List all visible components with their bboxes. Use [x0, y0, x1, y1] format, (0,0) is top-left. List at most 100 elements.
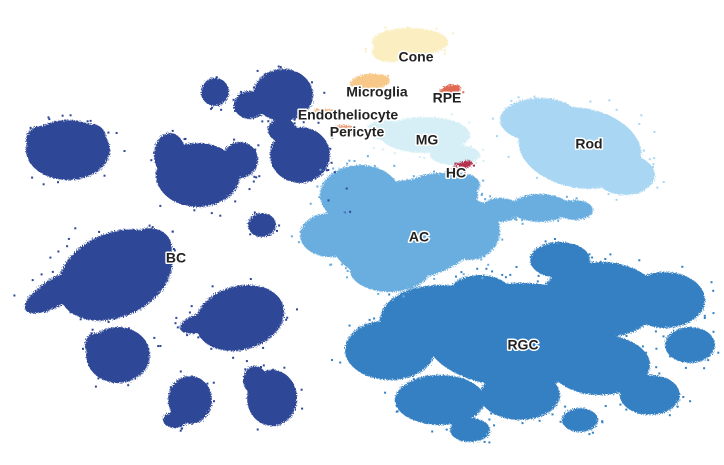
scatter-point — [712, 289, 715, 292]
scatter-point — [102, 335, 105, 338]
scatter-point — [488, 383, 491, 386]
cluster-label-mg: MG — [416, 132, 439, 148]
scatter-point — [502, 332, 505, 335]
scatter-point — [282, 143, 285, 146]
scatter-point — [162, 236, 165, 239]
scatter-point — [48, 126, 51, 129]
scatter-point — [564, 405, 567, 408]
scatter-point — [517, 96, 520, 99]
cluster-endotheliocyte — [310, 109, 340, 119]
scatter-point — [575, 197, 578, 200]
cluster-hc — [451, 160, 473, 172]
scatter-point — [348, 324, 351, 327]
scatter-point — [58, 296, 61, 299]
cluster-blob-microglia — [350, 73, 390, 91]
scatter-point — [443, 52, 446, 55]
cluster-rod — [500, 98, 655, 195]
scatter-point — [355, 215, 358, 218]
scatter-point — [261, 120, 264, 123]
scatter-point — [220, 108, 223, 111]
scatter-point — [386, 90, 389, 92]
scatter-point — [497, 339, 500, 342]
scatter-point — [312, 117, 314, 120]
cluster-blob-bc — [154, 133, 186, 177]
scatter-point — [329, 131, 332, 134]
scatter-point — [346, 209, 349, 212]
scatter-point — [480, 214, 483, 217]
scatter-point — [454, 162, 457, 165]
scatter-point — [658, 372, 661, 375]
scatter-point — [582, 117, 585, 120]
scatter-point — [353, 160, 356, 162]
scatter-point — [442, 289, 445, 292]
scatter-point — [654, 330, 657, 333]
scatter-point — [493, 424, 495, 427]
scatter-point — [394, 398, 397, 401]
scatter-point — [591, 256, 594, 259]
scatter-point — [547, 372, 550, 375]
cluster-blob-mg — [430, 145, 480, 165]
scatter-point — [537, 274, 540, 277]
scatter-point — [472, 189, 475, 192]
scatter-point — [55, 130, 58, 133]
scatter-point — [658, 288, 661, 291]
cluster-points-hc — [454, 162, 475, 174]
cluster-label-rod: Rod — [575, 136, 602, 152]
scatter-point — [485, 267, 488, 270]
cluster-points-endotheliocyte — [312, 108, 346, 120]
scatter-point — [107, 131, 110, 134]
scatter-point — [331, 136, 334, 139]
cluster-ac — [300, 165, 593, 292]
scatter-point — [458, 416, 461, 419]
scatter-point — [431, 292, 434, 295]
scatter-point — [267, 120, 270, 123]
scatter-point — [188, 311, 191, 314]
scatter-point — [210, 347, 213, 350]
scatter-point — [669, 355, 672, 358]
scatter-point — [586, 281, 589, 284]
scatter-point — [506, 210, 509, 213]
scatter-point — [397, 207, 400, 210]
scatter-point — [211, 106, 214, 109]
scatter-point — [406, 210, 408, 212]
scatter-point — [655, 366, 658, 369]
cluster-blob-rod — [500, 98, 580, 142]
scatter-point — [681, 265, 684, 268]
scatter-point — [318, 196, 321, 199]
scatter-point — [431, 430, 434, 433]
scatter-point — [462, 378, 465, 381]
scatter-point — [588, 433, 591, 436]
scatter-point — [421, 383, 424, 386]
scatter-point — [482, 148, 485, 151]
scatter-point — [514, 218, 517, 221]
scatter-point — [193, 209, 196, 212]
scatter-point — [490, 206, 493, 209]
scatter-point — [559, 420, 562, 423]
scatter-point — [455, 275, 457, 278]
scatter-point — [316, 241, 319, 244]
scatter-point — [396, 410, 399, 413]
scatter-point — [381, 148, 384, 151]
scatter-point — [317, 121, 320, 124]
scatter-point — [481, 277, 484, 280]
cluster-blob-bc — [24, 266, 96, 314]
scatter-point — [580, 277, 582, 280]
scatter-point — [470, 384, 473, 387]
scatter-point — [498, 365, 501, 368]
scatter-point — [415, 370, 418, 373]
scatter-point — [171, 180, 174, 182]
scatter-point — [501, 273, 504, 276]
scatter-point — [384, 391, 387, 394]
scatter-point — [601, 420, 604, 423]
scatter-point — [462, 273, 465, 276]
scatter-point — [262, 364, 265, 367]
scatter-point — [170, 182, 173, 185]
scatter-point — [599, 260, 602, 263]
scatter-point — [290, 235, 293, 238]
scatter-point — [443, 309, 446, 312]
scatter-point — [536, 176, 538, 179]
scatter-point — [609, 253, 612, 256]
scatter-point — [302, 121, 305, 124]
cluster-blob-bc — [195, 284, 285, 352]
